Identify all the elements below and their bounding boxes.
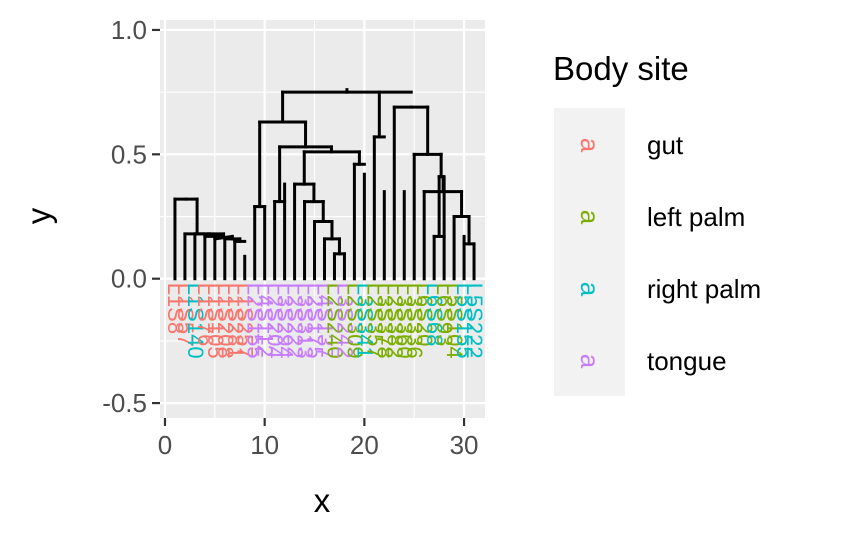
leaf-label: L6S20 [412, 283, 437, 347]
leaf-label: L2S382 [382, 283, 407, 359]
x-axis-title: x [314, 482, 331, 519]
y-tick-label: 0.5 [111, 139, 147, 169]
leaf-label: L2S222 [283, 283, 308, 359]
leaf-label: L2S175 [303, 283, 328, 359]
leaf-label: L3S294 [273, 283, 298, 359]
leaf-label: L6S68 [422, 283, 447, 347]
legend-label: right palm [647, 274, 761, 304]
leaf-label: L5S222 [462, 283, 487, 359]
leaf-label: L5S104 [442, 283, 467, 359]
legend-key-background [554, 108, 625, 396]
legend-key-glyph: a [575, 354, 605, 369]
leaf-label: L5S155 [452, 283, 477, 359]
legend-key-glyph: a [575, 282, 605, 297]
y-axis-title: y [20, 207, 57, 224]
leaf-label: L6S93 [432, 283, 457, 347]
leaf-label: L1S257 [233, 283, 258, 359]
legend-label: tongue [647, 346, 727, 376]
x-tick-label: 20 [350, 430, 379, 460]
y-tick-label: -0.5 [102, 388, 147, 418]
x-tick-label: 30 [450, 430, 479, 460]
legend-key-glyph: a [575, 138, 605, 153]
leaf-label: L4S112 [253, 283, 278, 357]
leaf-label: L1S208 [213, 283, 238, 359]
leaf-label: L2S240 [322, 283, 347, 359]
legend-label: gut [647, 130, 684, 160]
leaf-label: L1S140 [183, 283, 208, 359]
x-tick-label: 0 [158, 430, 172, 460]
y-tick-label: 1.0 [111, 15, 147, 45]
legend-label: left palm [647, 202, 745, 232]
leaf-label: L2S155 [243, 283, 268, 359]
leaf-label: L3S313 [293, 283, 318, 359]
leaf-label: L2S309 [342, 283, 367, 359]
leaf-label: L1S57 [173, 283, 198, 347]
x-tick-label: 10 [250, 430, 279, 460]
dendrogram-branches [173, 88, 476, 281]
leaf-label: L1S8 [163, 283, 188, 334]
major-gridlines [160, 20, 485, 418]
leaf-label: L3S378 [372, 283, 397, 359]
legend-items: a gut a left palm a right palm a tongue [575, 130, 761, 376]
legend: Body site a gut a left palm a right palm a tong… [553, 50, 761, 396]
leaf-label: L2S357 [362, 283, 387, 359]
leaf-labels: L1S8L1S57L1S140L1S76L1S105L1S208L1S281L1… [163, 283, 487, 359]
y-tick-label: 0.0 [111, 264, 147, 294]
legend-key-glyph: a [575, 210, 605, 225]
legend-title: Body site [553, 50, 689, 87]
x-axis: 0 10 20 30 [158, 418, 479, 460]
leaf-label: L1S281 [223, 283, 248, 359]
plot-panel: L1S8L1S57L1S140L1S76L1S105L1S208L1S281L1… [160, 20, 487, 418]
leaf-label: L4S137 [312, 283, 337, 359]
leaf-label: L3S360 [392, 283, 417, 359]
leaf-label: L3S242 [332, 283, 357, 359]
y-axis: -0.5 0.0 0.5 1.0 [102, 15, 160, 418]
leaf-label: L3S341 [352, 283, 377, 359]
leaf-label: L3S336 [402, 283, 427, 359]
leaf-label: L2S204 [263, 283, 288, 359]
leaf-label: L1S76 [193, 283, 218, 347]
leaf-label: L1S105 [203, 283, 228, 359]
